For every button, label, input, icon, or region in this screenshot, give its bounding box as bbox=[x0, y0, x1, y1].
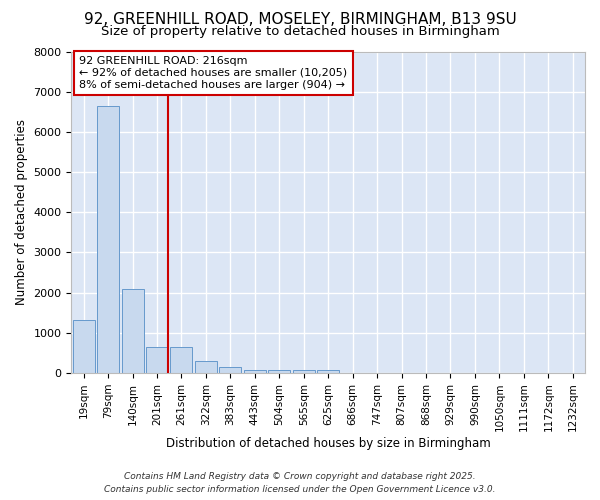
Y-axis label: Number of detached properties: Number of detached properties bbox=[15, 119, 28, 305]
Bar bbox=[195, 360, 217, 373]
X-axis label: Distribution of detached houses by size in Birmingham: Distribution of detached houses by size … bbox=[166, 437, 491, 450]
Bar bbox=[146, 347, 168, 373]
Bar bbox=[73, 320, 95, 373]
Text: Contains HM Land Registry data © Crown copyright and database right 2025.
Contai: Contains HM Land Registry data © Crown c… bbox=[104, 472, 496, 494]
Text: 92, GREENHILL ROAD, MOSELEY, BIRMINGHAM, B13 9SU: 92, GREENHILL ROAD, MOSELEY, BIRMINGHAM,… bbox=[83, 12, 517, 28]
Bar bbox=[268, 370, 290, 373]
Bar bbox=[293, 370, 315, 373]
Text: Size of property relative to detached houses in Birmingham: Size of property relative to detached ho… bbox=[101, 25, 499, 38]
Bar bbox=[170, 347, 193, 373]
Bar bbox=[317, 370, 339, 373]
Bar bbox=[244, 370, 266, 373]
Bar bbox=[220, 368, 241, 373]
Bar bbox=[97, 106, 119, 373]
Bar bbox=[122, 288, 143, 373]
Text: 92 GREENHILL ROAD: 216sqm
← 92% of detached houses are smaller (10,205)
8% of se: 92 GREENHILL ROAD: 216sqm ← 92% of detac… bbox=[79, 56, 347, 90]
